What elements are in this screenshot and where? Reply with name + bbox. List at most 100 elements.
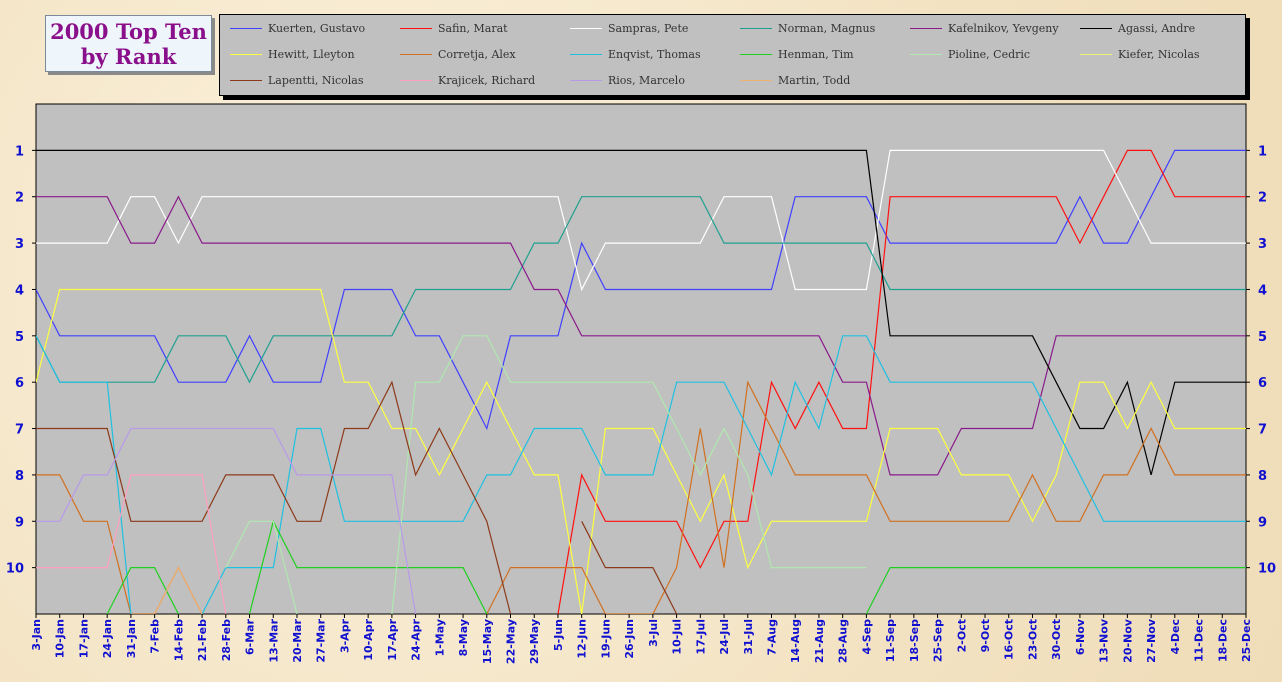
x-tick-label: 21-Feb — [196, 619, 209, 661]
x-tick-label: 27-Nov — [1145, 618, 1158, 663]
x-tick-label: 10-Jul — [671, 619, 684, 655]
x-tick-label: 8-May — [457, 619, 470, 656]
x-tick-label: 27-Mar — [315, 618, 328, 662]
legend-swatch — [400, 79, 432, 81]
x-tick-label: 25-Sep — [932, 619, 945, 662]
x-tick-label: 1-May — [433, 619, 446, 656]
legend-item: Agassi, Andre — [1080, 20, 1195, 36]
x-tick-label: 26-Jun — [623, 619, 636, 659]
legend-swatch — [570, 27, 602, 29]
legend-item: Hewitt, Lleyton — [230, 46, 355, 62]
x-tick-label: 18-Dec — [1216, 619, 1229, 662]
x-tick-label: 20-Mar — [291, 618, 304, 662]
x-tick-label: 10-Apr — [362, 618, 375, 660]
legend-label: Lapentti, Nicolas — [268, 73, 364, 87]
legend-item: Sampras, Pete — [570, 20, 688, 36]
legend-item: Rios, Marcelo — [570, 72, 685, 88]
x-tick-label: 25-Dec — [1240, 619, 1253, 662]
y-tick-label-left: 10 — [6, 562, 24, 577]
legend-label: Kuerten, Gustavo — [268, 21, 366, 35]
y-tick-label-right: 3 — [1258, 237, 1267, 252]
x-tick-label: 31-Jan — [125, 619, 138, 658]
x-tick-label: 17-Apr — [386, 618, 399, 660]
legend-item: Norman, Magnus — [740, 20, 875, 36]
y-tick-label-right: 1 — [1258, 144, 1267, 159]
legend-label: Safin, Marat — [438, 21, 508, 35]
legend-label: Norman, Magnus — [778, 21, 876, 35]
x-tick-label: 4-Dec — [1169, 619, 1182, 654]
legend-item: Corretja, Alex — [400, 46, 516, 62]
legend-label: Martin, Todd — [778, 73, 851, 87]
x-tick-label: 10-Jan — [54, 619, 67, 658]
x-tick-label: 9-Oct — [979, 619, 992, 652]
legend-label: Sampras, Pete — [608, 21, 689, 35]
legend-item: Kafelnikov, Yevgeny — [910, 20, 1059, 36]
y-tick-label-left: 1 — [15, 144, 24, 159]
legend-label: Rios, Marcelo — [608, 73, 685, 87]
x-tick-label: 13-Nov — [1098, 618, 1111, 663]
series-line-kafelnikov-yevgeny — [36, 195, 1246, 476]
y-tick-label-right: 9 — [1258, 515, 1267, 530]
y-tick-label-left: 4 — [15, 283, 24, 298]
x-tick-label: 14-Feb — [172, 619, 185, 661]
legend-swatch — [740, 79, 772, 81]
y-tick-label-left: 9 — [15, 515, 24, 530]
legend-item: Enqvist, Thomas — [570, 46, 701, 62]
legend-item: Safin, Marat — [400, 20, 508, 36]
x-tick-label: 17-Jul — [694, 619, 707, 655]
series-line-norman-magnus — [36, 196, 1246, 384]
x-tick-label: 24-Jul — [718, 619, 731, 655]
x-tick-label: 3-Apr — [338, 618, 351, 653]
x-tick-label: 24-Jan — [101, 619, 114, 658]
legend-label: Hewitt, Lleyton — [268, 47, 355, 61]
x-tick-label: 30-Oct — [1050, 619, 1063, 660]
legend-swatch — [230, 53, 262, 55]
legend-swatch — [230, 79, 262, 81]
y-tick-label-left: 5 — [15, 330, 24, 345]
x-tick-label: 17-Jan — [77, 619, 90, 658]
x-tick-label: 5-Jun — [552, 619, 565, 651]
series-line-safin-marat — [557, 149, 1246, 614]
x-tick-label: 2-Oct — [955, 619, 968, 652]
legend-item: Henman, Tim — [740, 46, 854, 62]
legend-swatch — [740, 27, 772, 29]
x-tick-label: 21-Aug — [813, 619, 826, 663]
y-tick-label-left: 7 — [15, 423, 24, 438]
y-tick-label-left: 8 — [15, 469, 24, 484]
x-tick-label: 3-Jan — [30, 619, 43, 651]
series-line-sampras-pete — [36, 149, 1246, 292]
x-tick-label: 22-May — [505, 619, 518, 664]
legend-swatch — [570, 53, 602, 55]
x-tick-label: 28-Aug — [837, 619, 850, 663]
legend-label: Pioline, Cedric — [948, 47, 1031, 61]
legend-label: Kiefer, Nicolas — [1118, 47, 1200, 61]
y-tick-label-right: 8 — [1258, 469, 1267, 484]
x-tick-label: 16-Oct — [1003, 619, 1016, 660]
x-tick-label: 11-Sep — [884, 619, 897, 662]
series-line-rios-marcelo — [36, 427, 417, 614]
chart-title-line-1: 2000 Top Ten — [50, 18, 207, 44]
y-tick-label-right: 6 — [1258, 376, 1267, 391]
legend-swatch — [570, 79, 602, 81]
legend-label: Henman, Tim — [778, 47, 854, 61]
x-tick-label: 19-Jun — [599, 619, 612, 659]
x-tick-label: 18-Sep — [908, 619, 921, 662]
legend-label: Agassi, Andre — [1118, 21, 1196, 35]
legend-swatch — [400, 27, 432, 29]
legend-swatch — [230, 27, 262, 29]
legend-label: Corretja, Alex — [438, 47, 516, 61]
x-tick-label: 29-May — [528, 619, 541, 664]
x-tick-label: 20-Nov — [1121, 618, 1134, 663]
legend-swatch — [1080, 27, 1112, 29]
y-tick-label-left: 2 — [15, 191, 24, 206]
legend-swatch — [1080, 53, 1112, 55]
y-tick-label-right: 2 — [1258, 191, 1267, 206]
series-line-martin-todd — [154, 566, 203, 614]
chart-title: 2000 Top Ten by Rank — [45, 15, 212, 72]
x-tick-label: 31-Jul — [742, 619, 755, 655]
legend: Kuerten, Gustavo Safin, Marat Sampras, Pet… — [219, 14, 1246, 96]
legend-item: Martin, Todd — [740, 72, 850, 88]
x-tick-label: 6-Nov — [1074, 618, 1087, 655]
y-tick-label-right: 4 — [1258, 283, 1267, 298]
